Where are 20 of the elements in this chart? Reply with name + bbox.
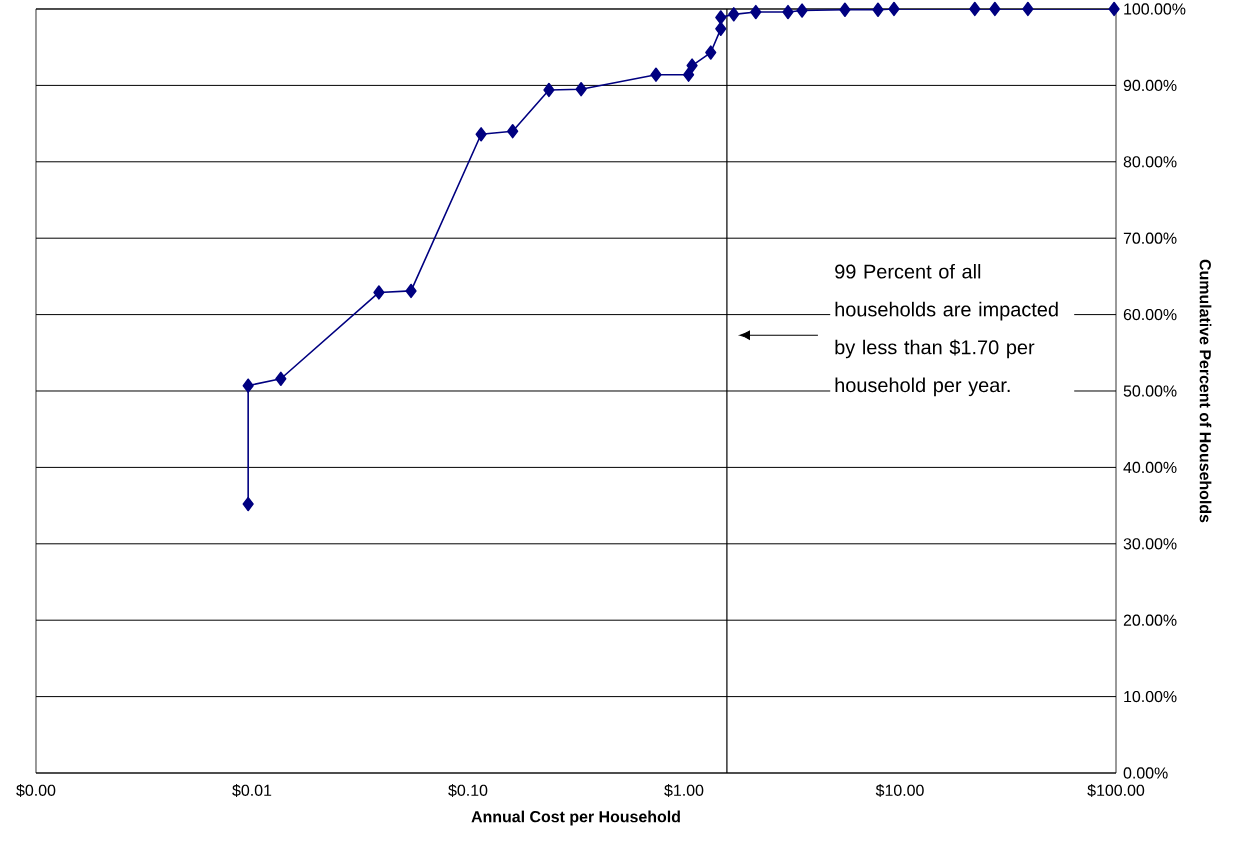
y-tick-label: 50.00% — [1123, 385, 1177, 397]
x-tick-label: $10.00 — [875, 784, 924, 797]
x-tick-label: $1.00 — [664, 784, 704, 797]
y-tick-label: 70.00% — [1123, 232, 1177, 244]
y-tick-label: 10.00% — [1124, 690, 1177, 703]
y-tick-label: 40.00% — [1123, 461, 1177, 474]
y-tick-label: 80.00% — [1123, 156, 1177, 168]
y-tick-label: 60.00% — [1123, 308, 1177, 321]
x-tick-label: $100.00 — [1087, 784, 1145, 797]
x-axis-title: Annual Cost per Household — [471, 810, 680, 826]
x-tick-label: $0.01 — [232, 784, 272, 797]
y-tick-label: 0.00% — [1123, 767, 1168, 779]
y-tick-label: 20.00% — [1123, 614, 1177, 626]
y-tick-label: 30.00% — [1123, 538, 1177, 550]
x-tick-label: $0.10 — [448, 784, 488, 797]
y-axis-title: Cumulative Percent of Households — [1199, 259, 1212, 523]
y-tick-label: 90.00% — [1123, 79, 1177, 92]
x-tick-label: $0.00 — [16, 784, 56, 797]
annotation: 99 Percent of all households are impacted by less than $1.70 per household per year. — [835, 263, 1058, 397]
y-tick-label: 100.00% — [1124, 3, 1186, 15]
